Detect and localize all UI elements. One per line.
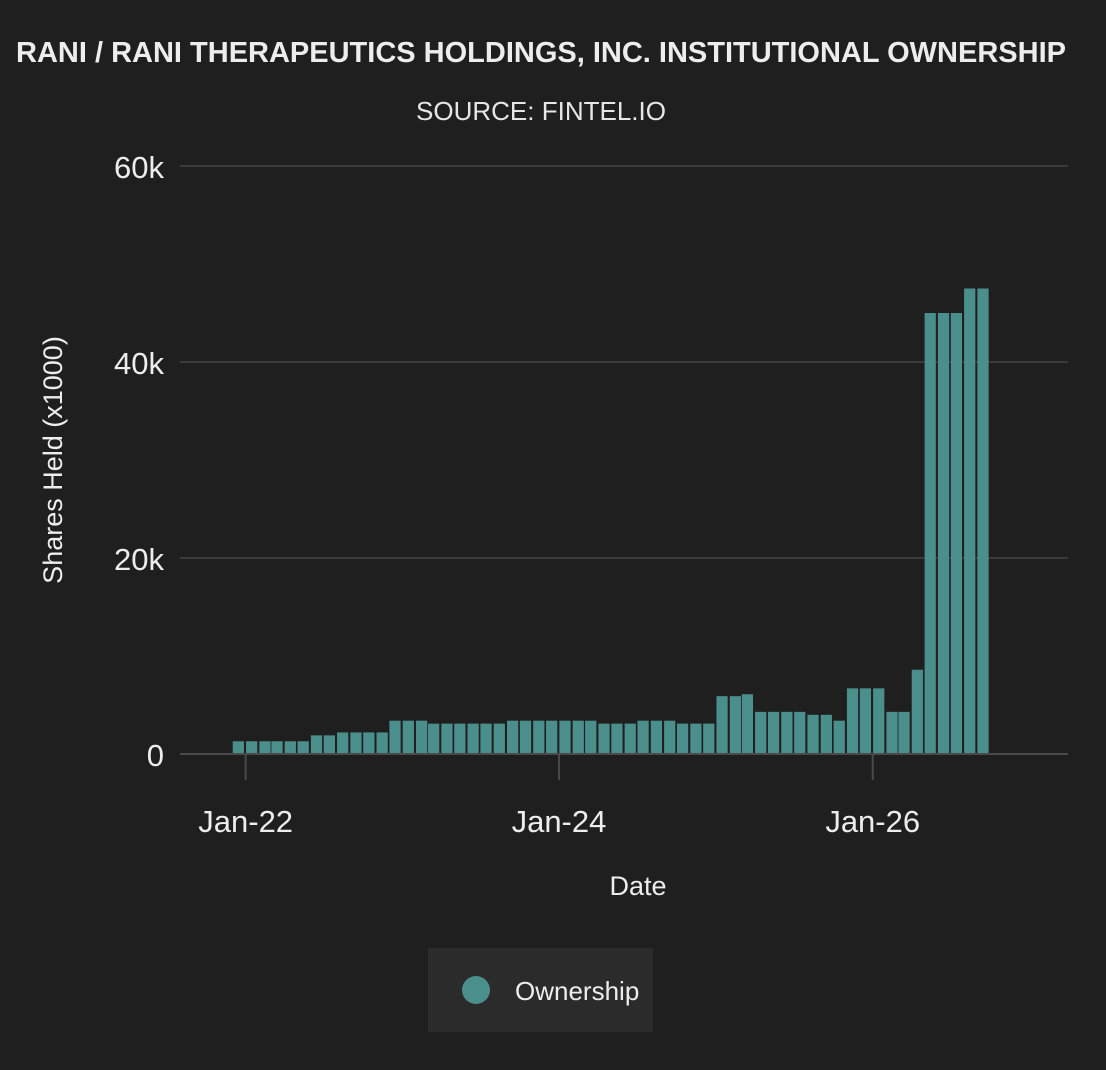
bar <box>559 720 571 754</box>
bar <box>781 711 793 754</box>
y-tick-label: 60k <box>114 150 164 185</box>
bar <box>741 694 754 754</box>
bar <box>664 720 676 754</box>
bar <box>624 723 636 754</box>
bar <box>676 723 689 754</box>
bar <box>232 741 244 754</box>
bar <box>924 313 936 754</box>
x-tick-label: Jan-26 <box>825 804 920 839</box>
bar <box>416 720 428 754</box>
chart-subtitle: SOURCE: FINTEL.IO <box>416 96 666 126</box>
bar <box>259 741 271 754</box>
bar <box>767 711 780 754</box>
legend-swatch-ownership <box>462 976 490 1004</box>
chart-title: RANI / RANI THERAPEUTICS HOLDINGS, INC. … <box>16 37 1066 69</box>
bar <box>533 720 545 754</box>
bar <box>376 732 388 754</box>
bar <box>833 720 845 754</box>
x-tick-label: Jan-24 <box>512 804 607 839</box>
y-tick-label: 40k <box>114 346 164 381</box>
bar <box>467 723 479 754</box>
bar <box>964 288 976 754</box>
gridlines <box>180 165 1068 559</box>
bar <box>519 720 532 754</box>
bar <box>807 714 819 754</box>
bar <box>493 723 505 754</box>
bar <box>389 720 401 754</box>
bar <box>284 741 296 754</box>
bar <box>794 711 806 754</box>
y-axis: 0 20k 40k 60k <box>114 150 164 773</box>
bar <box>690 723 702 754</box>
bar <box>873 688 885 754</box>
bars <box>232 288 989 754</box>
y-tick-label: 0 <box>147 738 164 773</box>
bar <box>428 723 440 754</box>
bar <box>886 711 898 754</box>
x-axis <box>180 753 1068 780</box>
y-tick-label: 20k <box>114 542 164 577</box>
bar <box>546 720 558 754</box>
bar <box>246 741 258 754</box>
bar <box>454 723 466 754</box>
bar <box>402 720 414 754</box>
legend-label-ownership: Ownership <box>515 976 639 1006</box>
bar <box>846 688 859 754</box>
bar <box>572 720 584 754</box>
bar <box>337 732 349 754</box>
bar <box>703 723 715 754</box>
bar <box>650 720 663 754</box>
bar <box>820 714 832 754</box>
bar <box>611 723 623 754</box>
bar <box>271 741 283 754</box>
legend: Ownership <box>428 948 653 1032</box>
bar <box>937 313 950 754</box>
bar <box>950 313 963 754</box>
bar <box>297 741 309 754</box>
bar <box>598 723 610 754</box>
bar <box>977 288 989 754</box>
bar <box>755 711 767 754</box>
bar <box>729 696 741 754</box>
bar <box>323 735 335 754</box>
bar <box>716 696 728 754</box>
bar <box>585 720 597 754</box>
bar <box>480 723 492 754</box>
bar <box>363 732 375 754</box>
y-axis-title: Shares Held (x1000) <box>38 336 68 584</box>
x-tick-label: Jan-22 <box>198 804 293 839</box>
bar <box>859 688 872 754</box>
bar <box>898 711 910 754</box>
bar <box>911 669 923 754</box>
bar <box>637 720 649 754</box>
bar <box>441 723 453 754</box>
bar <box>507 720 519 754</box>
bar <box>310 735 323 754</box>
bar <box>350 732 362 754</box>
x-tick-labels: Jan-22 Jan-24 Jan-26 <box>198 804 920 839</box>
x-axis-title: Date <box>609 871 666 901</box>
